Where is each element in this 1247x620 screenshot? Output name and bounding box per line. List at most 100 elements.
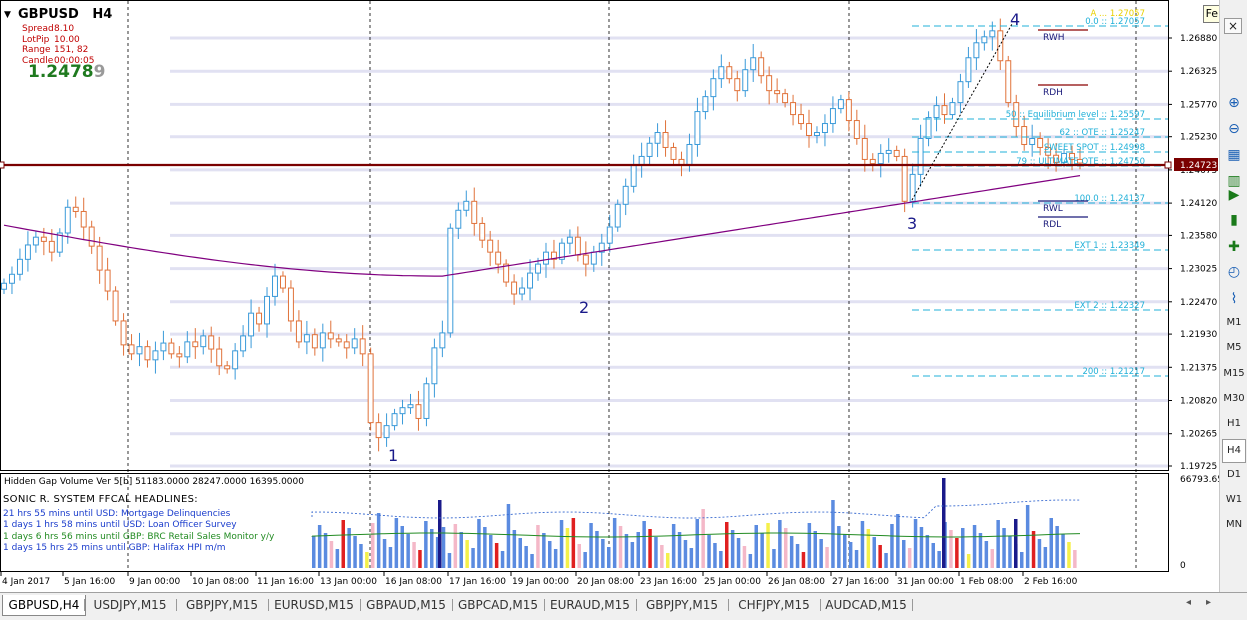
candle-body [949, 102, 956, 116]
volume-bar [453, 524, 458, 568]
volume-bar [972, 525, 977, 568]
time-axis-label: 31 Jan 00:00 [897, 577, 954, 587]
timeframe-button-w1[interactable]: W1 [1225, 494, 1243, 506]
volume-bar [624, 534, 629, 568]
volume-bar [931, 543, 935, 568]
volume-bar [837, 526, 841, 568]
time-axis-label: 11 Jan 16:00 [257, 577, 314, 587]
candle-body [343, 341, 350, 349]
timeframe-button-mn[interactable]: MN [1225, 519, 1243, 531]
volume-bar [807, 523, 812, 568]
volume-bar [955, 538, 959, 568]
chart-tab[interactable]: AUDCAD,M15 [825, 598, 907, 612]
candle-body [327, 332, 334, 340]
add-indicator-icon[interactable]: ✚ [1228, 239, 1240, 255]
candle-body [702, 96, 709, 113]
volume-bar [394, 518, 399, 568]
collapse-triangle-icon[interactable]: ▼ [4, 10, 11, 20]
volume-bar [400, 526, 404, 568]
volume-bar [553, 549, 558, 568]
chart-tab[interactable]: GBPJPY,M15 [645, 598, 719, 612]
candle-body [630, 164, 637, 187]
timeframe-button-h1[interactable]: H1 [1227, 418, 1241, 430]
candle-body [901, 155, 908, 202]
indicator-scale-top: 66793.65 [1180, 475, 1219, 485]
price-main: 1.2478 [28, 62, 94, 82]
clock-icon[interactable]: ◴ [1227, 264, 1241, 280]
candle-body [861, 137, 868, 160]
price-axis-label: 1.20265 [1180, 430, 1217, 440]
volume-bar [707, 535, 711, 568]
chart-tab[interactable]: EURAUD,M15 [550, 598, 630, 612]
chart-tab[interactable]: GBPCAD,M15 [457, 598, 539, 612]
candle-body [447, 227, 454, 334]
candle-body [821, 123, 828, 134]
volume-bar [329, 541, 334, 568]
tab-separator [728, 599, 729, 611]
zoom-in-icon[interactable]: ⊕ [1228, 95, 1240, 111]
chart-tab[interactable]: GBPAUD,M15 [366, 598, 446, 612]
timeframe-button-m30[interactable]: M30 [1223, 392, 1245, 404]
volume-bar [347, 528, 351, 568]
volume-bar [447, 553, 452, 568]
candle-body [128, 344, 135, 355]
candle-body [16, 258, 23, 275]
chart-tab[interactable]: GBPJPY,M15 [185, 598, 259, 612]
volume-bar [465, 540, 469, 568]
level-tag-label: RDL [1043, 220, 1061, 230]
volume-bar [925, 535, 930, 568]
volume-bar [494, 543, 499, 568]
volume-bar [1043, 547, 1048, 568]
volume-bar [601, 539, 605, 568]
candle-body [774, 90, 781, 95]
tile-icon[interactable]: ▦ [1227, 147, 1241, 163]
chart-tab[interactable]: USDJPY,M15 [93, 598, 167, 612]
volume-bar [872, 537, 876, 568]
chart-tab[interactable]: GBPUSD,H4 [2, 595, 86, 616]
time-axis-label: 10 Jan 08:00 [192, 577, 249, 587]
timeframe-button-m1[interactable]: M1 [1226, 317, 1242, 328]
play-icon[interactable]: ▶ [1228, 187, 1240, 203]
candle-body [24, 244, 31, 260]
grid-icon[interactable]: ▥ [1227, 173, 1241, 189]
time-axis-label: 27 Jan 16:00 [832, 577, 889, 587]
candle-body [917, 137, 924, 175]
chart-icon[interactable]: ⌇ [1230, 291, 1238, 307]
volume-bar [884, 553, 888, 568]
volume-spike-bar [438, 500, 442, 568]
timeframe-button-h4[interactable]: H4 [1222, 438, 1246, 463]
candle-body [144, 346, 151, 361]
zoom-out-icon[interactable]: ⊖ [1228, 121, 1240, 137]
tab-separator [268, 599, 269, 611]
timeframe-button-d1[interactable]: D1 [1226, 468, 1242, 480]
close-chart-icon[interactable]: × [1224, 18, 1242, 34]
candle-body [104, 269, 111, 292]
candle-body [1045, 146, 1052, 156]
spread-row-label: Candle [22, 55, 54, 66]
volume-bar [317, 525, 322, 568]
tab-separator [84, 599, 85, 611]
price-chart[interactable]: 1.268801.263251.257701.252301.246751.241… [0, 0, 1223, 592]
scroll-left-icon[interactable]: ◂ [1186, 597, 1192, 608]
volume-bar [618, 526, 623, 568]
level-tag-label: RWL [1043, 204, 1063, 214]
candle-body [391, 413, 398, 427]
candle-body [973, 42, 980, 59]
volume-bar [1025, 505, 1030, 568]
candle-body [965, 57, 972, 83]
volume-bar [683, 540, 688, 568]
volume-bar [1061, 534, 1065, 568]
candle-body [590, 251, 597, 265]
chart-tab[interactable]: CHFJPY,M15 [738, 598, 810, 612]
timeframe-button-m15[interactable]: M15 [1223, 367, 1245, 379]
current-price-box [1174, 158, 1218, 171]
candle-body [694, 111, 701, 145]
candle-body [726, 66, 733, 80]
chart-tab[interactable]: EURUSD,M15 [274, 598, 354, 612]
scroll-right-icon[interactable]: ▸ [1206, 597, 1212, 608]
bar-chart-icon[interactable]: ▮ [1230, 212, 1238, 228]
candle-body [32, 236, 39, 246]
tab-separator [912, 599, 913, 611]
timeframe-button-m5[interactable]: M5 [1226, 342, 1242, 354]
